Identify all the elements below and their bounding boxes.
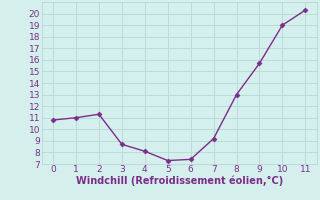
X-axis label: Windchill (Refroidissement éolien,°C): Windchill (Refroidissement éolien,°C): [76, 176, 283, 186]
